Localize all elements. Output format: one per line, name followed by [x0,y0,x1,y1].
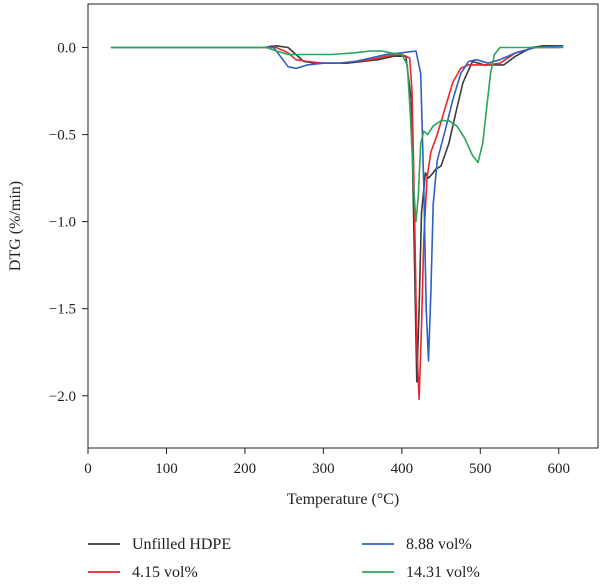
legend-label-3: 8.88 vol% [406,536,472,553]
y-axis-ticks: 0.0 −0.5 −1.0 −1.5 −2.0 [49,41,88,405]
x-tick-label: 500 [469,461,492,477]
y-tick-label: −2.0 [49,389,76,405]
x-tick-label: 0 [84,461,92,477]
legend-label-2: 4.15 vol% [132,564,198,581]
y-tick-label: 0.0 [57,41,76,57]
x-tick-label: 400 [391,461,414,477]
x-tick-label: 300 [312,461,335,477]
series-line-2 [263,46,560,400]
x-tick-label: 200 [234,461,257,477]
series-lines [110,45,564,400]
legend-label-4: 14.31 vol% [406,564,480,581]
y-tick-label: −1.5 [49,302,76,318]
series-line-4 [110,46,564,223]
x-tick-label: 600 [548,461,571,477]
series-line-3 [263,45,564,362]
y-axis-label: DTG (%/min) [7,181,24,271]
y-tick-label: −1.0 [49,215,76,231]
y-tick-label: −0.5 [49,128,76,144]
plot-border [87,3,599,449]
x-axis-label: Temperature (°C) [287,491,399,508]
legend: Unfilled HDPE 4.15 vol% 8.88 vol% 14.31 vol… [88,536,480,581]
x-axis-ticks: 0 100 200 300 400 500 600 [84,448,570,477]
series-line-1 [110,45,564,383]
plot-frame [87,3,599,449]
x-tick-label: 100 [155,461,178,477]
legend-label-1: Unfilled HDPE [132,536,231,553]
